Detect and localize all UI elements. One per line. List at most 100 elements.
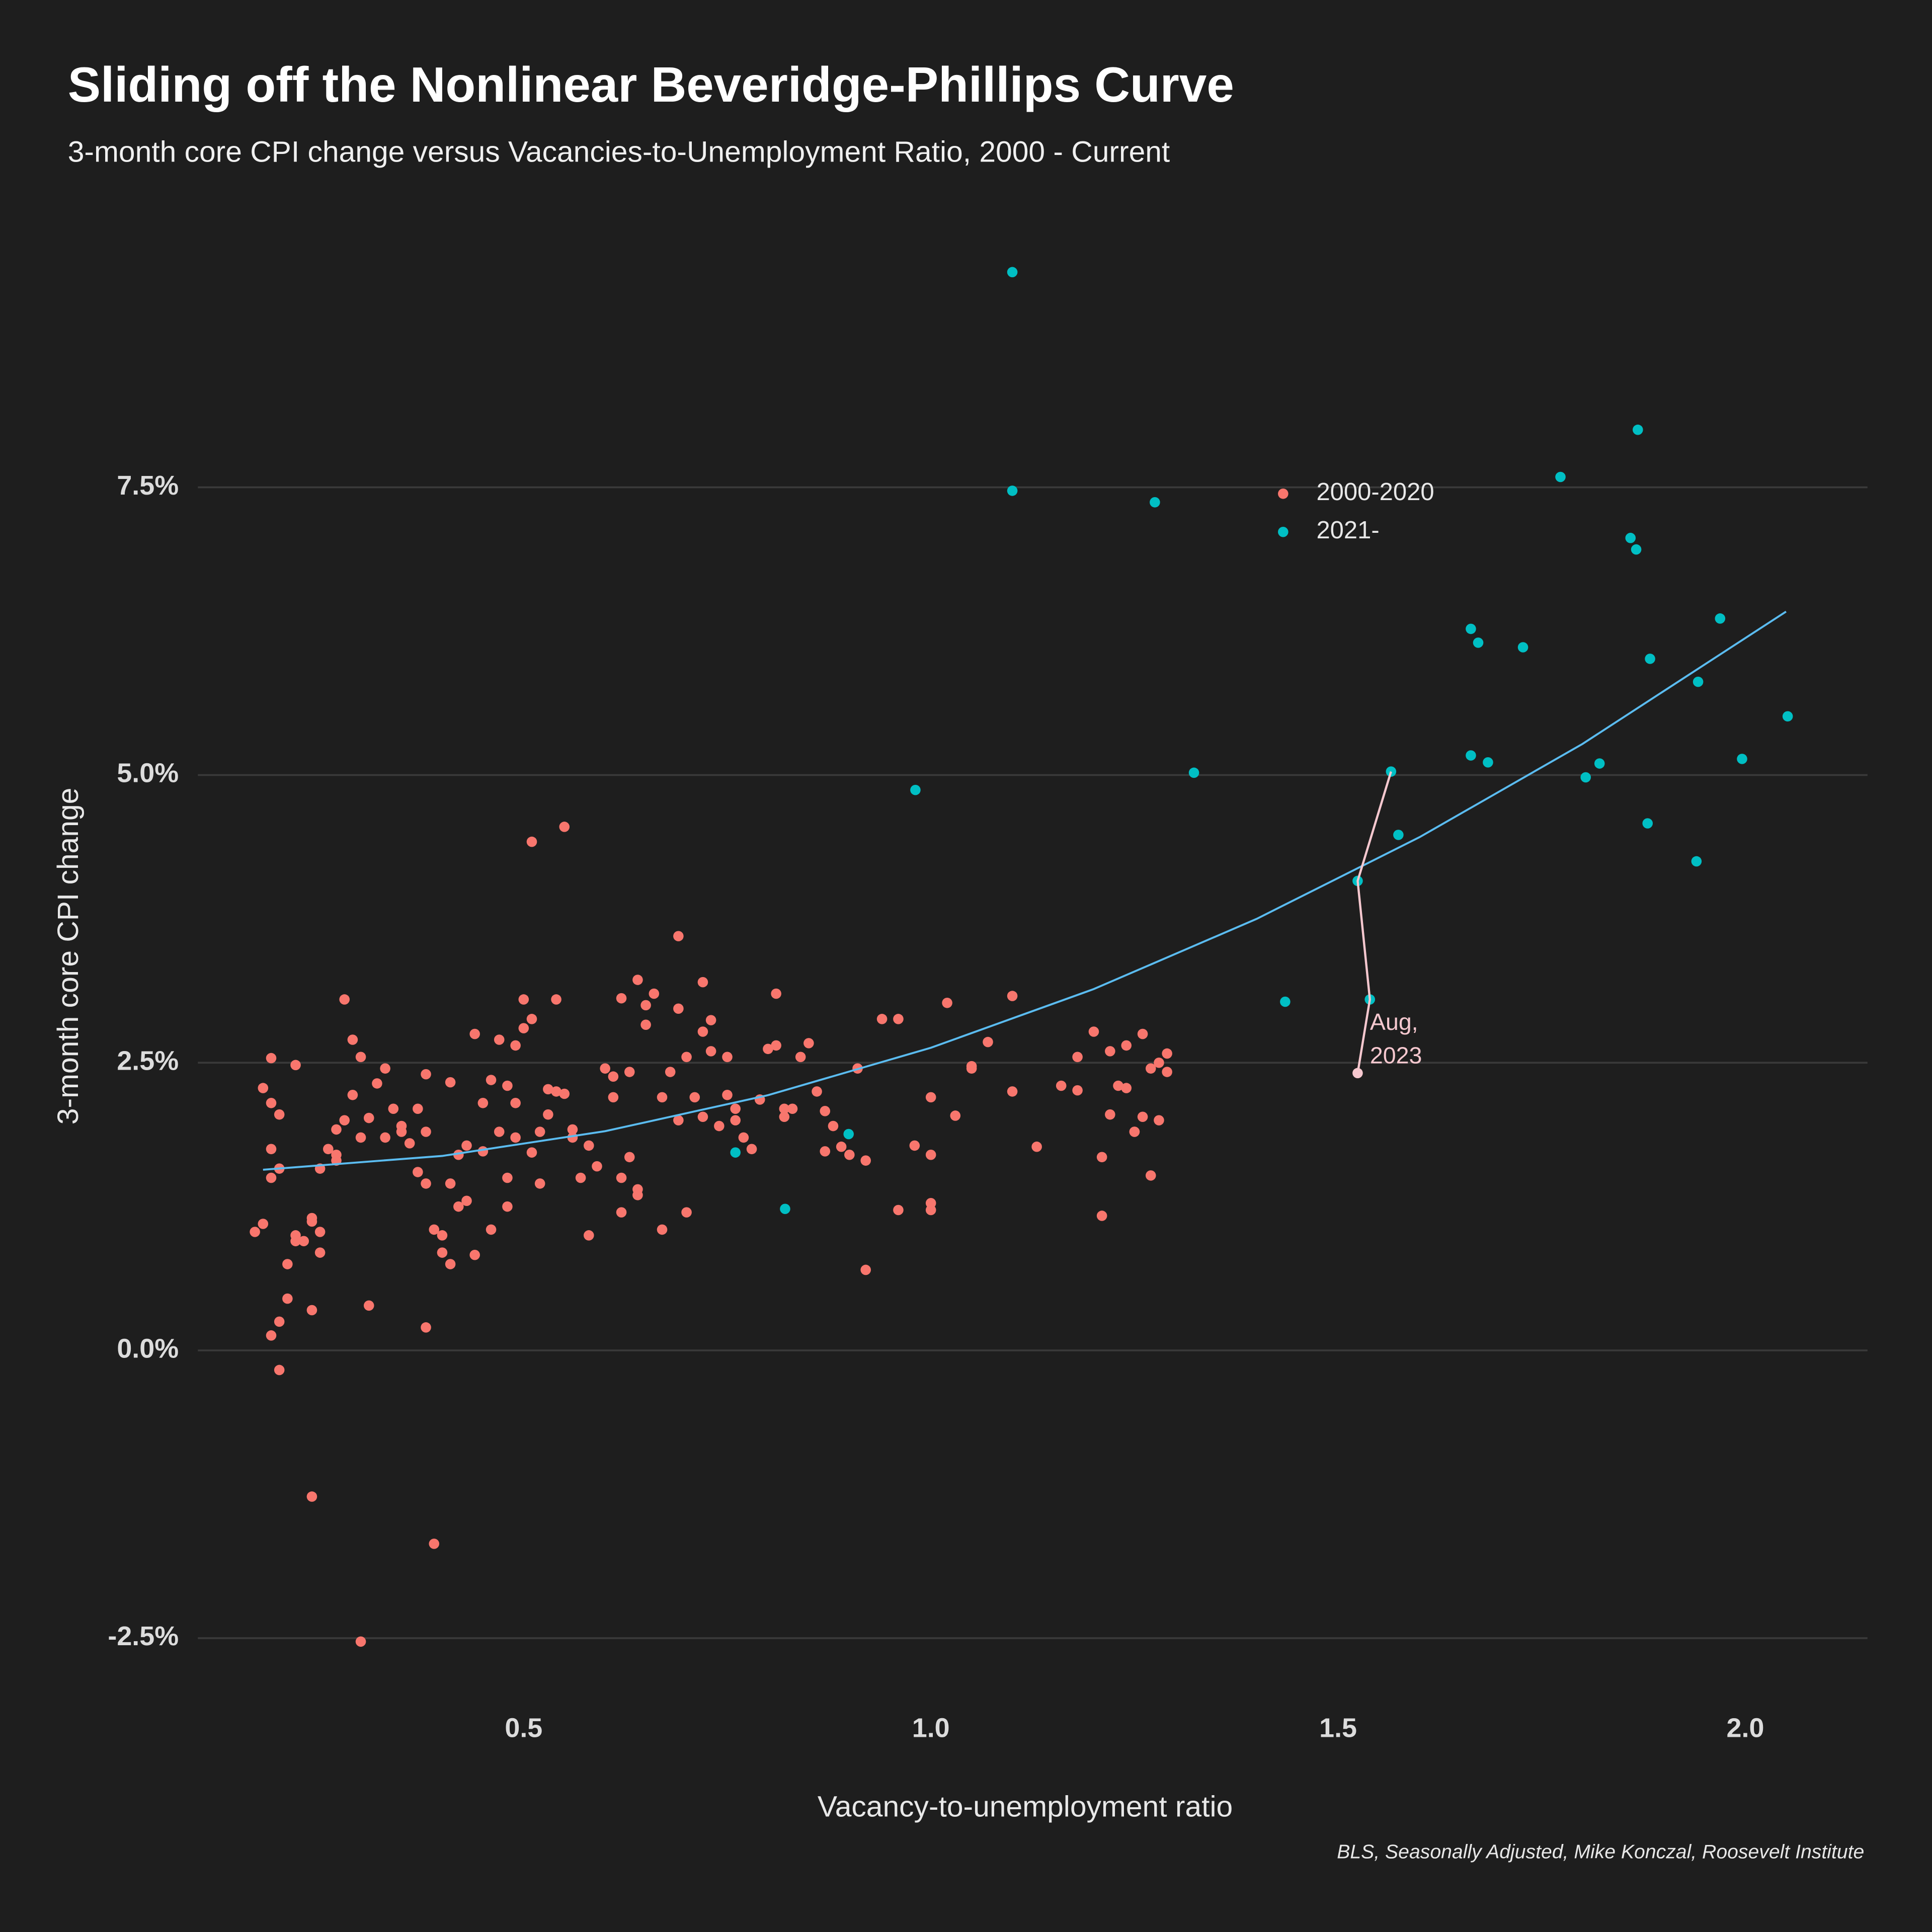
legend-marker: [1278, 526, 1289, 537]
point: [372, 1078, 382, 1089]
point: [380, 1132, 390, 1143]
y-tick-label: 2.5%: [117, 1045, 179, 1076]
point: [681, 1052, 692, 1063]
point: [339, 1115, 350, 1125]
point: [950, 1110, 961, 1121]
point: [616, 1172, 627, 1183]
point: [355, 1052, 366, 1063]
point: [429, 1224, 440, 1235]
point: [1088, 1026, 1099, 1037]
point: [461, 1195, 472, 1206]
point: [413, 1103, 423, 1114]
point: [1555, 471, 1566, 482]
point: [314, 1247, 326, 1258]
point: [306, 1216, 317, 1227]
point: [763, 1043, 773, 1055]
point: [843, 1129, 854, 1140]
point: [298, 1236, 309, 1247]
point: [502, 1201, 513, 1212]
x-tick-label: 2.0: [1727, 1713, 1764, 1743]
annotation: 2023: [1370, 1042, 1422, 1068]
point: [697, 1026, 708, 1037]
point: [909, 1140, 920, 1151]
point: [1162, 1067, 1172, 1077]
point: [657, 1092, 668, 1103]
point: [445, 1178, 456, 1189]
point: [543, 1084, 553, 1095]
point: [1096, 1211, 1107, 1221]
point: [510, 1040, 521, 1051]
point: [697, 1111, 708, 1122]
legend-marker: [1278, 489, 1289, 499]
point: [1517, 642, 1528, 653]
point: [339, 994, 350, 1005]
point: [632, 1190, 643, 1200]
point: [730, 1103, 741, 1114]
point: [722, 1090, 733, 1100]
point: [705, 1015, 716, 1025]
point: [1031, 1141, 1042, 1152]
point: [616, 993, 627, 1004]
point: [966, 1063, 977, 1074]
point: [266, 1098, 277, 1108]
point: [266, 1172, 277, 1183]
y-tick-label: -2.5%: [108, 1621, 179, 1651]
point: [526, 1147, 537, 1158]
legend-label: 2021-: [1316, 517, 1379, 544]
point: [559, 822, 570, 832]
point: [673, 1003, 684, 1014]
point: [323, 1144, 334, 1155]
y-tick-label: 0.0%: [117, 1333, 179, 1363]
point: [795, 1052, 806, 1063]
point: [494, 1034, 505, 1045]
point: [1737, 754, 1747, 764]
point: [363, 1112, 374, 1123]
point: [1393, 830, 1404, 840]
point: [1642, 818, 1653, 829]
point: [355, 1636, 366, 1647]
trend-line: [263, 610, 1787, 1171]
point: [575, 1172, 586, 1183]
point: [274, 1109, 285, 1120]
point: [705, 1046, 716, 1057]
point: [860, 1264, 871, 1275]
point: [1145, 1170, 1156, 1181]
highlight-path: [1356, 771, 1392, 1074]
point: [1129, 1126, 1140, 1137]
point: [746, 1144, 757, 1155]
point: [282, 1293, 293, 1304]
point: [306, 1305, 317, 1316]
point: [640, 1019, 651, 1030]
point: [697, 977, 708, 988]
point: [421, 1069, 431, 1080]
point: [1072, 1085, 1083, 1096]
point: [526, 1014, 537, 1024]
point: [258, 1219, 269, 1229]
point: [771, 988, 781, 999]
point: [673, 1115, 684, 1125]
point: [290, 1230, 301, 1241]
point: [331, 1149, 342, 1160]
point: [1580, 772, 1591, 783]
point: [282, 1259, 293, 1269]
point: [380, 1063, 390, 1074]
highlight-point: [1352, 1068, 1363, 1079]
chart-title: Sliding off the Nonlinear Beveridge-Phil…: [68, 57, 1234, 112]
point: [1105, 1046, 1115, 1057]
point: [787, 1103, 798, 1114]
point: [608, 1071, 619, 1082]
point: [600, 1063, 610, 1074]
point: [624, 1152, 635, 1163]
point: [331, 1124, 342, 1135]
point: [290, 1060, 301, 1071]
point: [616, 1207, 627, 1218]
point: [836, 1141, 847, 1152]
annotation: Aug,: [1370, 1009, 1418, 1035]
point: [518, 1023, 529, 1033]
point: [779, 1103, 790, 1114]
x-tick-label: 1.5: [1319, 1713, 1357, 1743]
point: [1483, 757, 1493, 768]
point: [1121, 1083, 1132, 1093]
